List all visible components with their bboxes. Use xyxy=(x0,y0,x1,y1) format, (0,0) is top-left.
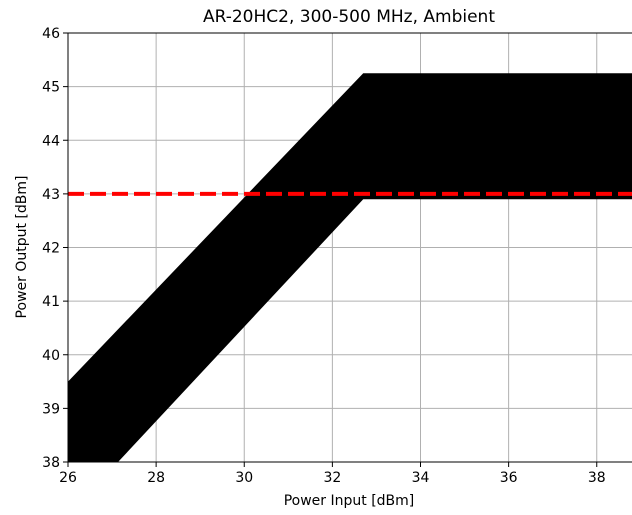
y-tick-label: 45 xyxy=(42,80,60,96)
power-band xyxy=(68,73,632,462)
data-layer xyxy=(68,73,632,462)
x-tick-label: 30 xyxy=(235,470,253,486)
y-tick-label: 40 xyxy=(42,348,60,364)
y-axis-label: Power Output [dBm] xyxy=(14,176,30,319)
x-tick-label: 28 xyxy=(147,470,165,486)
x-axis-label: Power Input [dBm] xyxy=(284,493,415,509)
y-tick-label: 43 xyxy=(42,187,60,203)
x-tick-label: 26 xyxy=(59,470,77,486)
y-tick-label: 46 xyxy=(42,26,60,42)
x-tick-label: 34 xyxy=(412,470,430,486)
y-ticks: 38 39 40 41 42 43 44 45 46 xyxy=(42,26,68,471)
y-tick-label: 44 xyxy=(42,133,60,149)
x-tick-label: 38 xyxy=(588,470,606,486)
x-ticks: 26 28 30 32 34 36 38 xyxy=(59,462,606,486)
y-tick-label: 41 xyxy=(42,294,60,310)
y-tick-label: 39 xyxy=(42,401,60,417)
y-tick-label: 42 xyxy=(42,241,60,257)
x-tick-label: 36 xyxy=(500,470,518,486)
x-tick-label: 32 xyxy=(323,470,341,486)
chart-title: AR-20HC2, 300-500 MHz, Ambient xyxy=(203,7,495,27)
y-tick-label: 38 xyxy=(42,455,60,471)
